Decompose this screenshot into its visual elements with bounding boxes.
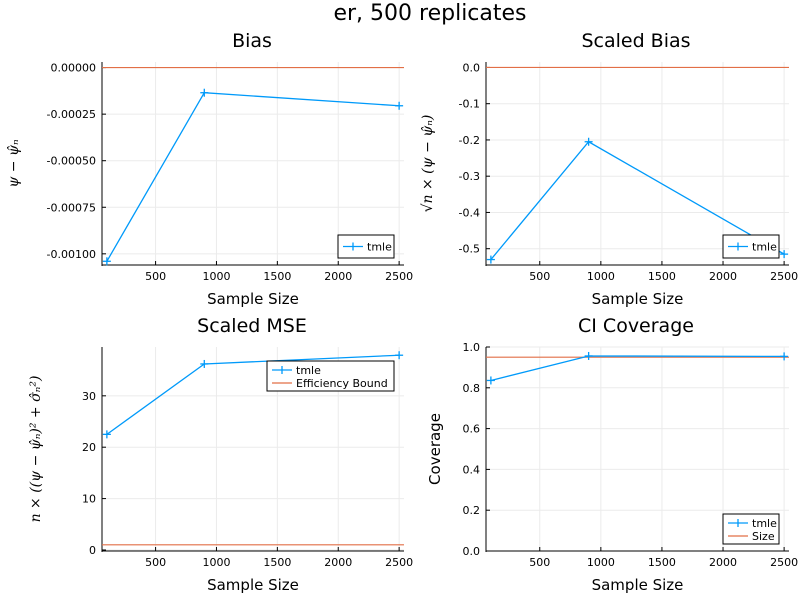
y-tick-label: 1.0 (463, 341, 481, 354)
data-point-marker (395, 101, 404, 110)
y-tick-label: 0.00000 (51, 62, 97, 75)
y-axis-label: Coverage (426, 413, 444, 485)
legend: tmle (722, 234, 780, 259)
x-tick-label: 1500 (263, 556, 291, 569)
x-tick-label: 2000 (709, 270, 737, 283)
chart-panel-1: 500 1000 1500 2000 2500 0.00000 -0.00025 -0.000… (6, 30, 413, 308)
x-tick-label: 1000 (202, 556, 230, 569)
chart-title: Scaled MSE (197, 315, 307, 337)
data-point-marker (486, 255, 495, 264)
data-point-marker (780, 250, 789, 259)
chart-panel-3: 500 1000 1500 2000 2500 0 10 20 30 Scaled MSE Samp… (28, 315, 413, 594)
y-tick-label: 0.4 (463, 463, 481, 476)
legend-label-tmle: tmle (752, 241, 777, 254)
x-tick-label: 2500 (385, 270, 413, 283)
x-axis-label: Sample Size (207, 290, 299, 308)
y-tick-label: 10 (82, 493, 96, 506)
y-tick-label: -0.00100 (47, 248, 96, 261)
legend-label-tmle: tmle (752, 517, 777, 530)
y-tick-label: -0.2 (459, 134, 480, 147)
x-axis-label: Sample Size (207, 576, 299, 594)
y-tick-label: 0.6 (463, 423, 481, 436)
y-tick-label: -0.00075 (47, 201, 96, 214)
y-tick-label: 0 (89, 544, 96, 557)
legend-box (337, 234, 395, 259)
y-tick-label: 0.8 (463, 382, 481, 395)
x-tick-label: 1000 (587, 270, 615, 283)
y-axis-label: n × ((ψ − ψ̂ₙ)² + σ̂ₙ²) (28, 376, 44, 523)
chart-title: Bias (232, 30, 272, 52)
x-tick-label: 2500 (385, 556, 413, 569)
series-line-tmle (490, 355, 785, 382)
y-tick-label: -0.1 (459, 98, 480, 111)
legend-label-tmle: tmle (367, 241, 392, 254)
data-point-marker (102, 430, 111, 439)
x-tick-label: 1000 (587, 556, 615, 569)
chart-panel-4: 500 1000 1500 2000 2500 0.0 0.2 0.4 0.6 0.8 1.0 CI … (426, 315, 798, 594)
data-point-marker (584, 137, 593, 146)
y-tick-label: 30 (82, 390, 96, 403)
data-point-marker (584, 351, 593, 360)
x-axis-label: Sample Size (592, 290, 684, 308)
x-tick-label: 2500 (770, 270, 798, 283)
data-point-marker (200, 88, 209, 97)
y-tick-label: 0.0 (463, 61, 481, 74)
x-tick-label: 1500 (263, 270, 291, 283)
x-tick-label: 2000 (324, 556, 352, 569)
chart-panel-2: 500 1000 1500 2000 2500 0.0 -0.1 -0.2 -0.3 -0.4 -0… (420, 30, 798, 308)
data-point-marker (200, 359, 209, 368)
legend-box (722, 234, 780, 259)
chart-title: CI Coverage (578, 315, 694, 337)
data-point-marker (486, 376, 495, 385)
y-axis-label: ψ − ψ̂ₙ (6, 139, 22, 188)
y-tick-label: 0.2 (463, 504, 481, 517)
figure-title: er, 500 replicates (333, 1, 526, 26)
x-tick-label: 1500 (648, 270, 676, 283)
x-tick-label: 500 (145, 556, 166, 569)
legend-label-tmle: tmle (296, 364, 321, 377)
legend-box (266, 360, 395, 392)
chart-panels: 500 1000 1500 2000 2500 0.00000 -0.00025 -0.000… (6, 30, 798, 594)
legend-label-reference: Efficiency Bound (296, 377, 388, 390)
x-axis-label: Sample Size (592, 576, 684, 594)
legend-label-reference: Size (752, 530, 775, 543)
y-tick-label: 20 (82, 441, 96, 454)
data-point-marker (395, 351, 404, 360)
x-tick-label: 2000 (324, 270, 352, 283)
legend-box (722, 513, 780, 545)
y-tick-label: -0.00050 (47, 155, 96, 168)
y-axis-label: √n × (ψ − ψ̂ₙ) (420, 115, 436, 213)
x-tick-label: 500 (145, 270, 166, 283)
data-point-marker (102, 257, 111, 266)
x-tick-label: 1000 (202, 270, 230, 283)
x-tick-label: 1500 (648, 556, 676, 569)
x-tick-label: 2000 (709, 556, 737, 569)
y-tick-label: -0.00025 (47, 108, 96, 121)
y-tick-label: 0.0 (463, 545, 481, 558)
y-tick-label: -0.3 (459, 170, 480, 183)
legend: tmle (337, 234, 395, 259)
chart-title: Scaled Bias (581, 30, 690, 52)
y-tick-label: -0.5 (459, 243, 480, 256)
x-tick-label: 2500 (770, 556, 798, 569)
x-tick-label: 500 (529, 270, 550, 283)
y-tick-label: -0.4 (459, 206, 480, 219)
x-tick-label: 500 (529, 556, 550, 569)
data-point-marker (780, 352, 789, 361)
